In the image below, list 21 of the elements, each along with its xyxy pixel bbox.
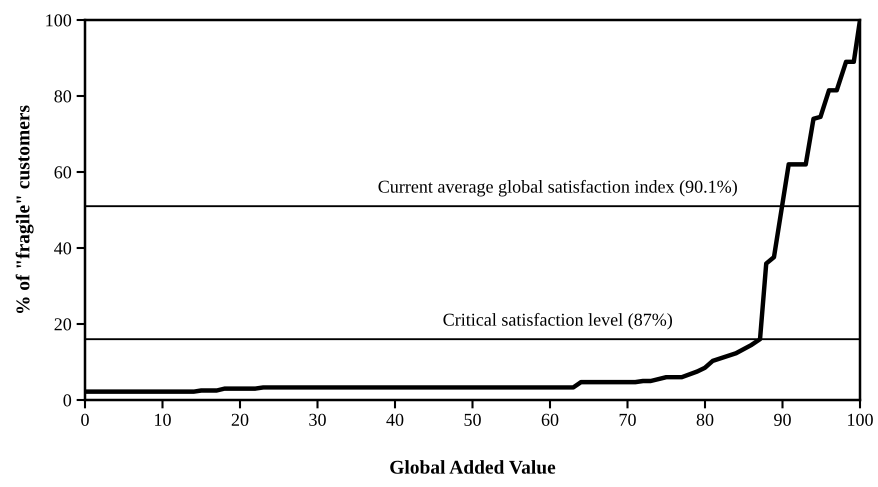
x-tick-label: 50 (464, 414, 481, 426)
x-tick-label: 10 (155, 414, 171, 426)
x-tick-label: 90 (774, 414, 791, 426)
y-tick-label: 100 (46, 14, 72, 26)
y-tick-label: 0 (63, 394, 72, 406)
y-tick-label: 80 (54, 90, 72, 102)
x-tick-label: 0 (81, 414, 89, 426)
x-tick-label: 30 (309, 414, 326, 426)
x-tick-label: 70 (620, 414, 636, 426)
y-tick-label: 60 (54, 166, 72, 178)
x-tick-label: 80 (696, 414, 714, 426)
y-tick-label: 20 (54, 318, 72, 330)
x-tick-label: 60 (542, 414, 558, 426)
x-tick-label: 40 (386, 414, 404, 426)
y-axis-title: % of "fragile" customers (16, 105, 34, 314)
ref-line-label: Current average global satisfaction index (90.1%) (378, 180, 737, 196)
x-tick-label: 20 (232, 414, 248, 426)
x-axis-title: Global Added Value (390, 460, 556, 474)
x-tick-label: 100 (848, 414, 873, 426)
ref-line-label: Critical satisfaction level (87%) (443, 312, 672, 330)
y-tick-label: 40 (54, 242, 72, 254)
